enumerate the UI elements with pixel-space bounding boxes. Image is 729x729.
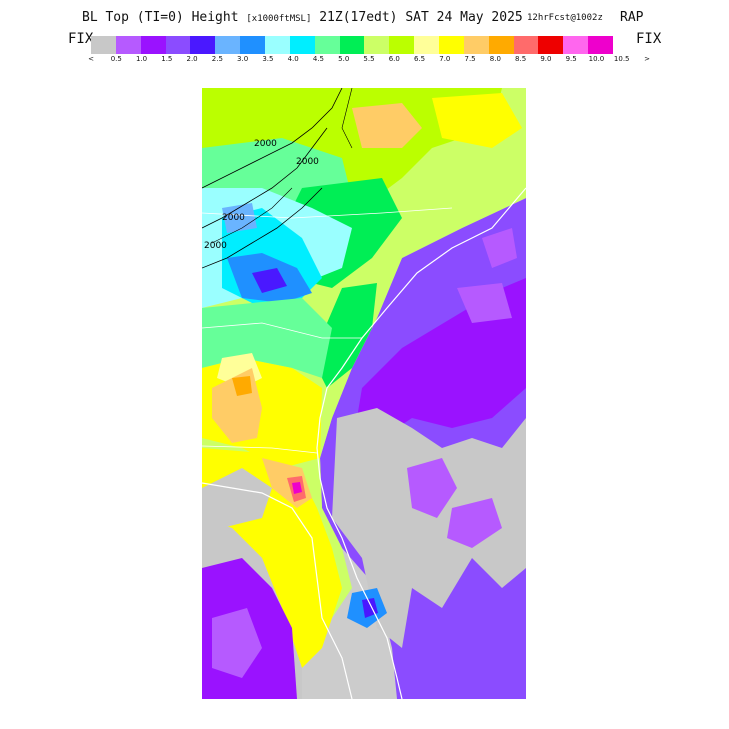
- gulf-gray-area: [202, 468, 272, 528]
- land-field-darkblue: [252, 268, 287, 293]
- color-swatch: [588, 36, 614, 54]
- color-scale-legend: [91, 36, 614, 54]
- gulf-lavender-patch: [212, 608, 262, 678]
- terrain-contour: [341, 88, 353, 149]
- land-field-skyblue: [222, 203, 257, 233]
- color-scale-tick: 9.5: [565, 55, 577, 63]
- color-swatch: [389, 36, 415, 54]
- ocean-lavender-patch: [407, 458, 457, 518]
- color-swatch: [463, 36, 489, 54]
- forecast-map: 2000 2000 2000 2000: [202, 88, 526, 699]
- color-scale-tick: 10.5: [613, 55, 630, 63]
- contour-label: 2000: [254, 139, 277, 149]
- color-scale-tick: 0.5: [110, 55, 122, 63]
- ocean-lavender-patch: [482, 228, 517, 268]
- color-swatch: [240, 36, 266, 54]
- color-scale-tick: 7.5: [464, 55, 476, 63]
- fix-label-right: FIX: [636, 31, 662, 47]
- color-scale-tick: 1.5: [161, 55, 173, 63]
- contour-label: 2000: [222, 213, 245, 223]
- land-field-magenta-peak: [292, 482, 302, 494]
- terrain-contour: [202, 88, 343, 189]
- color-scale-tick: 2.5: [211, 55, 223, 63]
- color-scale-tick: 5.5: [363, 55, 375, 63]
- land-field-darkorange: [232, 376, 252, 396]
- state-border: [202, 207, 453, 219]
- color-swatch: [289, 36, 315, 54]
- color-swatch: [364, 36, 390, 54]
- map-title: BL Top (TI=0) Height [x1000ftMSL] 21Z(17…: [0, 6, 729, 30]
- ocean-lavender-patch: [457, 283, 512, 323]
- ocean-lavender-patch: [447, 498, 502, 548]
- color-swatch: [538, 36, 564, 54]
- land-field-yellow: [432, 93, 522, 148]
- contour-label: 2000: [204, 241, 227, 251]
- gulf-coastline: [202, 482, 353, 699]
- terrain-contour: [202, 127, 328, 229]
- color-scale-tick: 3.0: [237, 55, 249, 63]
- color-swatch: [215, 36, 241, 54]
- color-scale-tick: 2.0: [186, 55, 198, 63]
- color-scale-tick: 5.0: [338, 55, 350, 63]
- color-scale-tick: 8.5: [515, 55, 527, 63]
- color-scale-tick: >: [644, 55, 650, 63]
- color-scale-tick: 7.0: [439, 55, 451, 63]
- color-scale-tick: 6.0: [388, 55, 400, 63]
- color-scale-tick: 6.5: [413, 55, 426, 63]
- terrain-contour: [202, 187, 323, 269]
- color-swatch: [115, 36, 141, 54]
- state-border: [202, 445, 318, 454]
- color-swatch: [563, 36, 589, 54]
- color-swatch: [91, 36, 116, 54]
- land-field-orange: [352, 103, 422, 148]
- contour-label: 2000: [296, 157, 319, 167]
- color-scale-tick: 1.0: [135, 55, 148, 63]
- color-swatch: [339, 36, 365, 54]
- color-swatch: [165, 36, 191, 54]
- color-swatch: [513, 36, 539, 54]
- color-scale-tick: 4.5: [312, 55, 325, 63]
- color-scale-tick: 3.5: [262, 55, 274, 63]
- color-swatch: [190, 36, 216, 54]
- model-name-text: RAP: [620, 10, 644, 25]
- color-scale-tick: 10.0: [588, 55, 605, 63]
- fix-label-left: FIX: [68, 31, 94, 47]
- color-swatch: [265, 36, 290, 54]
- color-scale-tick: 4.0: [287, 55, 299, 63]
- color-swatch: [488, 36, 514, 54]
- color-scale-tick: 9.0: [540, 55, 552, 63]
- title-text: BL Top (TI=0) Height [x1000ftMSL] 21Z(17…: [82, 10, 523, 25]
- color-scale-tick: <: [88, 55, 94, 63]
- terrain-contour: [211, 187, 293, 244]
- color-swatch: [414, 36, 440, 54]
- color-scale-tick-labels: <0.5 1.0 1.5 2.0 2.5 3.0 3.5 4.0 4.5 5.0 5.5 6.0 6.5…: [80, 55, 650, 67]
- land-field-deepgreen: [312, 283, 377, 388]
- east-coastline: [316, 187, 526, 699]
- color-swatch: [439, 36, 464, 54]
- color-swatch: [140, 36, 166, 54]
- map-canvas: 2000 2000 2000 2000: [202, 88, 526, 699]
- run-info-text: 12hrFcst@1002z: [527, 13, 603, 23]
- ocean-gray-area: [332, 408, 526, 648]
- color-swatch: [314, 36, 340, 54]
- state-border: [202, 322, 362, 339]
- color-scale-tick: 8.0: [489, 55, 501, 63]
